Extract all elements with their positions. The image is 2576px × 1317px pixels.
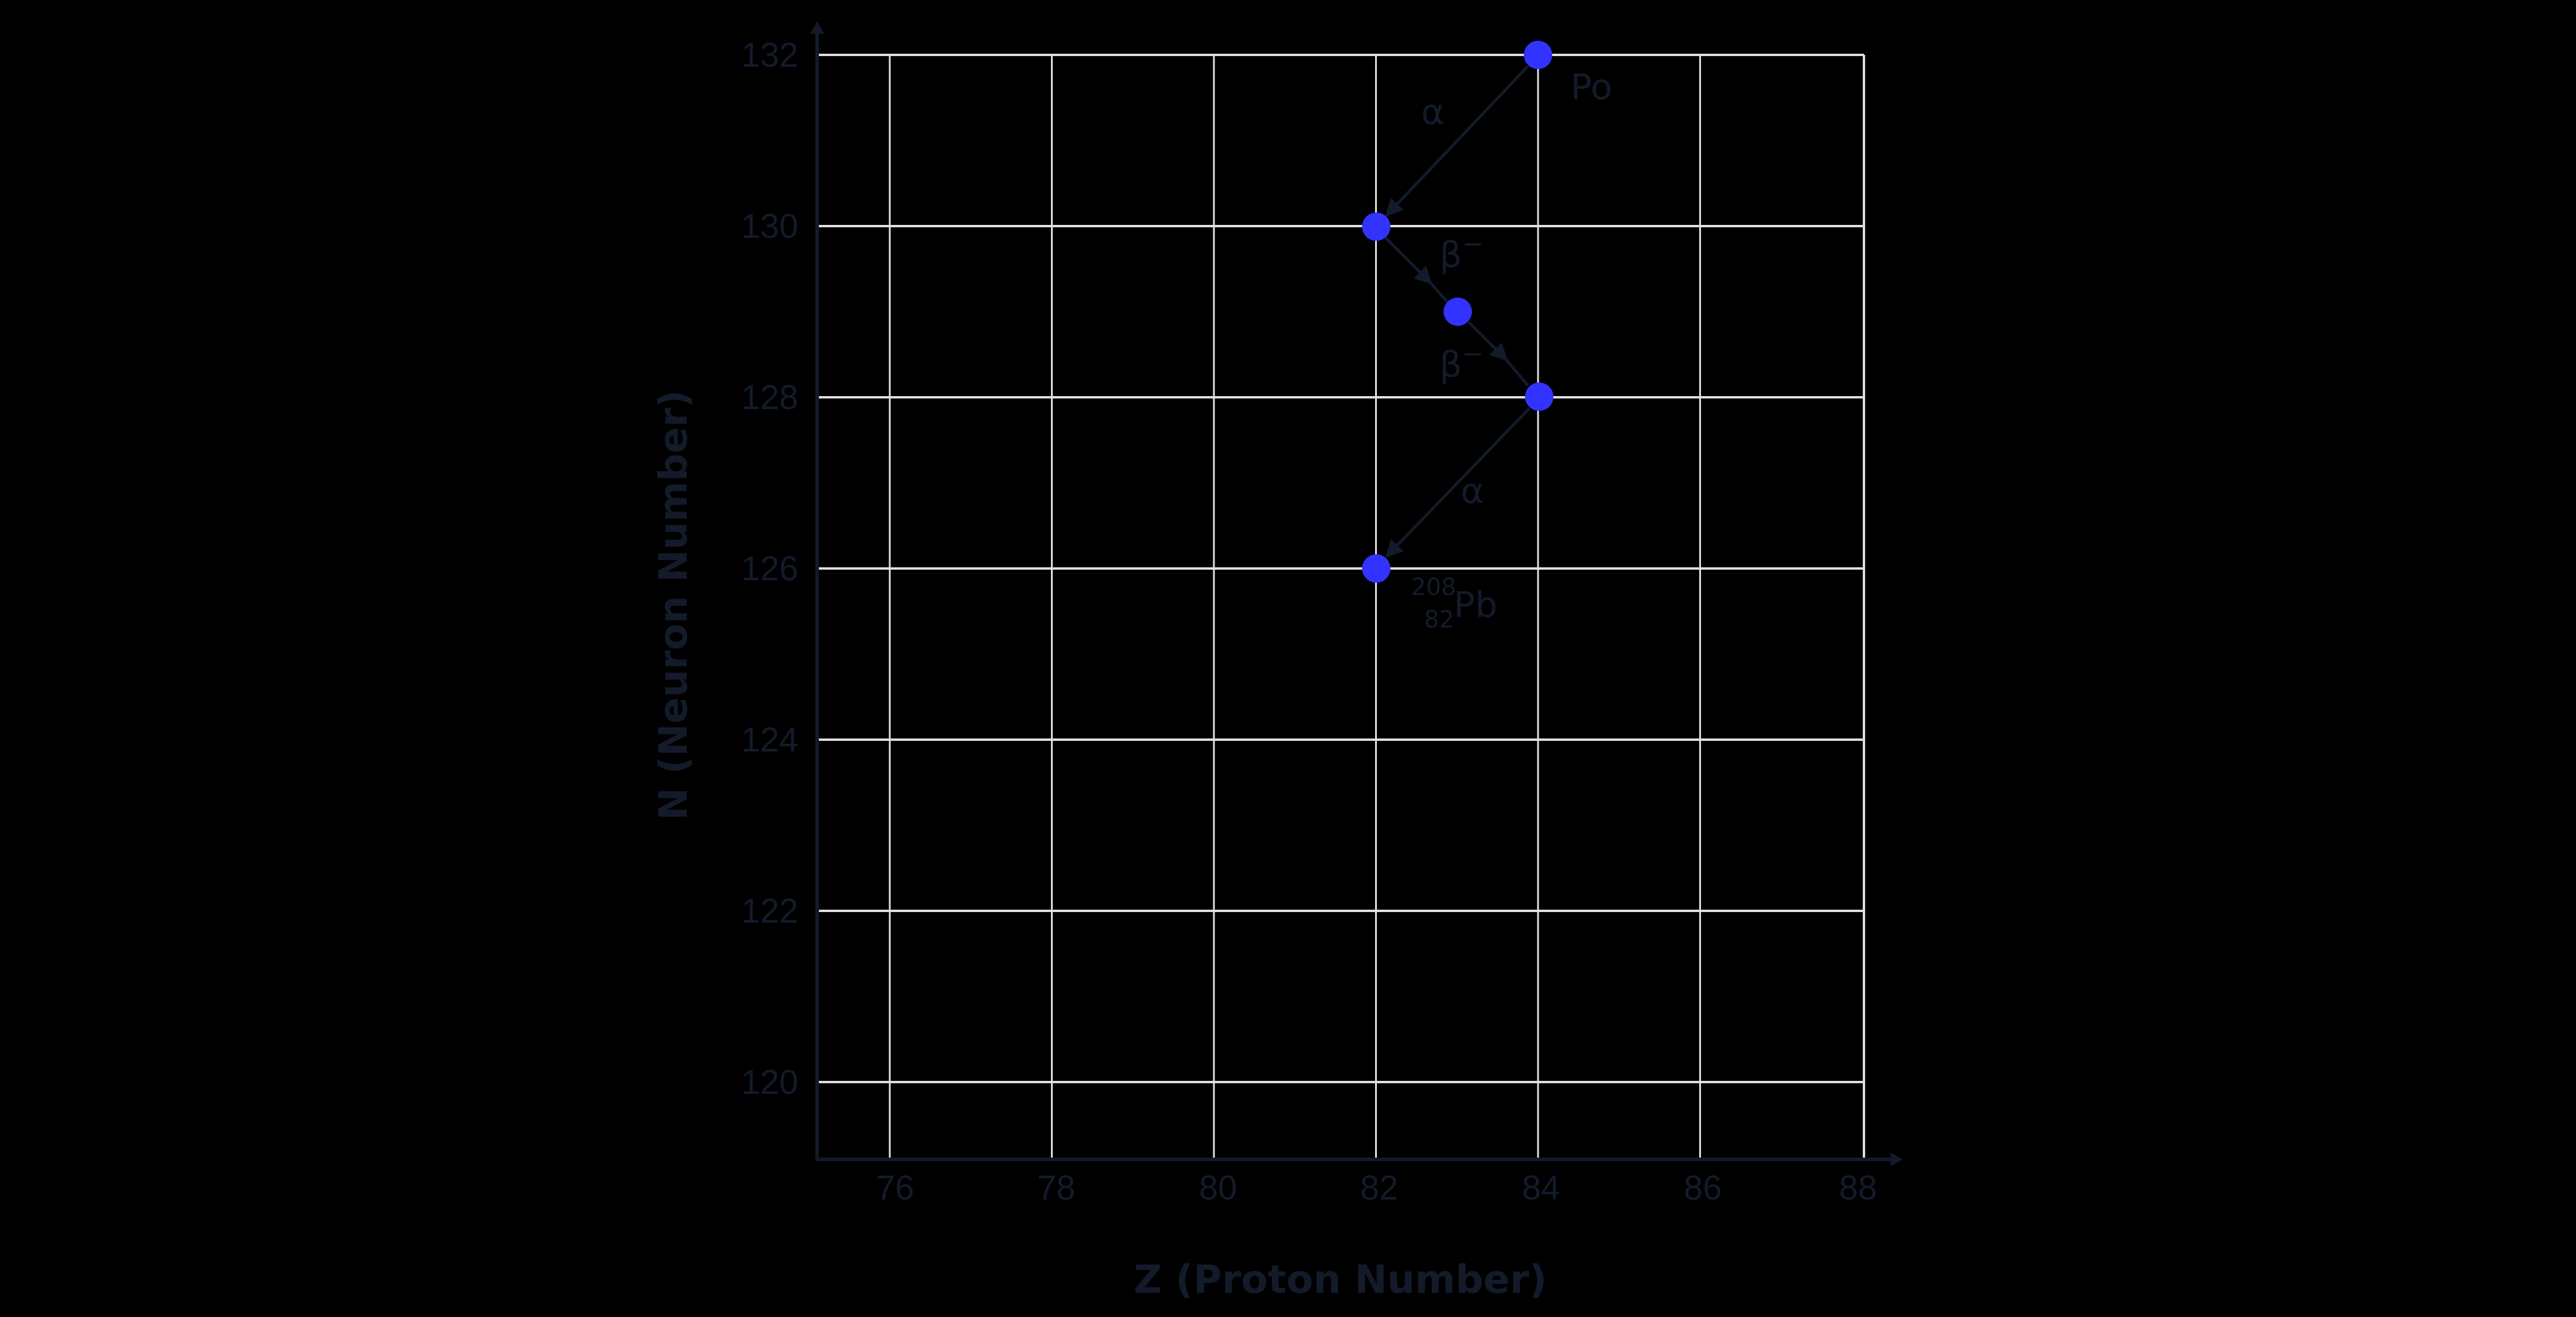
x-axis-arrow-icon — [1891, 1152, 1902, 1166]
x-axis-label: Z (Proton Number) — [1134, 1257, 1547, 1302]
x-tick: 82 — [1360, 1169, 1399, 1207]
y-tick: 122 — [741, 892, 798, 930]
y-tick: 132 — [741, 36, 798, 74]
pb-208-label: 208 82 Pb — [1411, 574, 1497, 633]
point-po-212b[interactable] — [1525, 383, 1553, 411]
x-tick: 86 — [1684, 1169, 1722, 1207]
y-tick: 120 — [741, 1063, 798, 1102]
point-bi-212[interactable] — [1444, 298, 1472, 326]
alpha-decay-arrow-2 — [1385, 407, 1530, 558]
axes — [810, 21, 1902, 1166]
y-tick: 124 — [741, 721, 798, 759]
alpha-label-1: α — [1421, 91, 1445, 133]
y-tick: 126 — [741, 550, 798, 588]
alpha-label-2: α — [1461, 470, 1484, 512]
point-po-212[interactable] — [1524, 41, 1552, 69]
beta-decay-arrow-2 — [1468, 321, 1509, 362]
y-tick: 128 — [741, 378, 798, 417]
beta-label-1: β− — [1439, 229, 1484, 276]
point-pb-212[interactable] — [1362, 213, 1390, 241]
beta-label-2: β− — [1439, 339, 1484, 385]
x-tick-labels: 76 78 80 82 84 86 88 — [876, 1169, 1878, 1207]
x-tick: 88 — [1839, 1169, 1878, 1207]
nuclide-points — [1362, 41, 1553, 583]
pb-symbol: Pb — [1454, 584, 1497, 626]
y-axis-label: N (Neuron Number) — [651, 390, 696, 821]
y-tick-labels: 120 122 124 126 128 130 132 — [741, 36, 798, 1102]
po-label: Po — [1571, 67, 1612, 108]
beta-decay-arrow-1 — [1385, 237, 1433, 285]
alpha-decay-arrow-1 — [1385, 65, 1529, 217]
x-tick: 76 — [876, 1169, 915, 1207]
x-tick: 78 — [1037, 1169, 1076, 1207]
plot-area — [816, 55, 1864, 1159]
horizontal-gridlines — [816, 54, 1864, 1083]
y-axis-arrow-icon — [810, 21, 824, 34]
y-tick: 130 — [741, 207, 798, 246]
beta-decay-link-2 — [1503, 357, 1529, 387]
point-pb-208[interactable] — [1362, 554, 1390, 583]
x-tick: 80 — [1199, 1169, 1238, 1207]
decay-arrows — [1385, 65, 1530, 558]
pb-atomic-number: 82 — [1424, 606, 1454, 633]
pb-mass-number: 208 — [1411, 574, 1456, 601]
x-tick: 84 — [1522, 1169, 1560, 1207]
beta-decay-link-1 — [1428, 280, 1449, 303]
